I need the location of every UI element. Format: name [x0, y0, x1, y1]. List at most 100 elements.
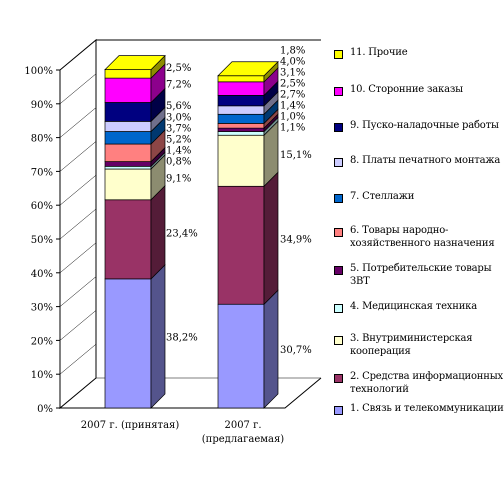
bar-front: [217, 94, 265, 107]
bar-front: [104, 77, 152, 103]
data-label: 1,8%: [280, 45, 305, 56]
bar-front: [217, 81, 265, 96]
data-label: 1,0%: [280, 111, 305, 122]
y-tick-depth-line: [59, 344, 97, 375]
bar-segment: [104, 184, 166, 280]
data-label: 5,6%: [166, 101, 191, 112]
legend-swatch: [334, 158, 343, 167]
y-tick-label: 100%: [24, 66, 53, 77]
bar-front: [104, 131, 152, 145]
y-tick-label: 0%: [37, 404, 53, 415]
bar-front: [104, 69, 152, 79]
data-label: 38,2%: [166, 332, 198, 343]
floor-edge: [60, 377, 322, 409]
y-tick-label: 70%: [31, 167, 53, 178]
legend-label: 6. Товары народно-хозяйственного назначе…: [350, 225, 495, 249]
bar-front: [217, 134, 265, 187]
bar-front: [104, 165, 152, 170]
y-tick-depth-line: [59, 107, 97, 138]
legend-swatch: [334, 228, 343, 237]
legend-item: 2. Средства информационных технологий: [334, 370, 504, 396]
bar-front: [104, 278, 152, 409]
y-tick-label: 50%: [31, 235, 53, 246]
legend-swatch: [334, 304, 343, 313]
bar-segment: [104, 264, 166, 409]
y-tick-depth-line: [59, 377, 97, 409]
legend-item: 11. Прочие: [334, 46, 504, 59]
legend-item: 3. Внутриминистерская кооперация: [334, 332, 504, 358]
bar-front: [104, 161, 152, 167]
data-label: 30,7%: [280, 345, 312, 356]
legend-label: 9. Пуско-наладочные работы: [350, 120, 499, 131]
data-label: 9,1%: [166, 173, 191, 184]
legend-label: 10. Сторонние заказы: [350, 84, 463, 95]
bar-segment: [104, 63, 166, 104]
y-axis-ticks: 0% 10% 20% 30% 40% 50% 60% 70% 80% 90% 100%: [24, 39, 97, 415]
legend-item: 10. Сторонние заказы: [334, 83, 504, 96]
data-label: 7,2%: [166, 79, 191, 90]
legend-item: 5. Потребительские товары ЗВТ: [334, 262, 504, 288]
legend-swatch: [334, 50, 343, 59]
bar-side: [150, 264, 166, 409]
legend-item: 8. Платы печатного монтажа: [334, 154, 504, 167]
x-category-label: 2007 г. (принятая): [81, 420, 180, 431]
legend-item: 4. Медицинская техника: [334, 300, 504, 313]
bar-front: [104, 168, 152, 201]
legend-swatch: [334, 194, 343, 203]
legend-label: 3. Внутриминистерская кооперация: [350, 333, 473, 357]
legend-label: 8. Платы печатного монтажа: [350, 155, 501, 166]
y-tick-depth-line: [59, 39, 97, 71]
legend-swatch: [334, 406, 343, 415]
bar-segment: [217, 289, 279, 409]
data-label: 2,5%: [280, 78, 305, 89]
y-tick-depth-line: [59, 73, 97, 104]
data-label: 0,8%: [166, 157, 191, 168]
data-label: 5,2%: [166, 135, 191, 146]
legend-swatch: [334, 336, 343, 345]
legend-label: 1. Связь и телекоммуникации: [350, 403, 504, 414]
data-label: 15,1%: [280, 150, 312, 161]
bar-side: [263, 289, 279, 409]
bar-side: [263, 171, 279, 306]
data-label: 1,4%: [280, 100, 305, 111]
legend-swatch: [334, 266, 343, 275]
bar-front: [217, 303, 265, 409]
data-label: 1,1%: [280, 122, 305, 133]
legend-swatch: [334, 87, 343, 96]
bar-segment: [217, 171, 279, 306]
legend-swatch: [334, 123, 343, 132]
data-label: 2,7%: [280, 89, 305, 100]
data-label: 4,0%: [280, 56, 305, 67]
x-category-label: 2007 г.: [224, 420, 261, 431]
data-label: 23,4%: [166, 228, 198, 239]
y-tick-depth-line: [59, 242, 97, 273]
y-tick-label: 40%: [31, 269, 53, 280]
legend-label: 4. Медицинская техника: [350, 301, 477, 312]
bar-front: [217, 127, 265, 132]
bar-front: [217, 123, 265, 129]
legend-label: 11. Прочие: [350, 47, 408, 58]
bar-front: [217, 75, 265, 83]
bar-front: [217, 131, 265, 136]
bar-front: [104, 199, 152, 280]
y-tick-depth-line: [59, 141, 97, 172]
bar-front: [104, 143, 152, 162]
data-label: 3,1%: [280, 67, 305, 78]
y-tick-depth-line: [59, 310, 97, 341]
bar-front: [217, 185, 265, 305]
legend-item: 9. Пуско-наладочные работы: [334, 119, 504, 132]
legend-item: 6. Товары народно-хозяйственного назначе…: [334, 224, 504, 250]
bar-segment: [104, 87, 166, 123]
y-tick-label: 10%: [31, 370, 53, 381]
y-tick-label: 20%: [31, 336, 53, 347]
bar-top: [104, 55, 166, 71]
bar-stacks: [104, 54, 279, 409]
legend-swatch: [334, 374, 343, 383]
legend-label: 2. Средства информационных технологий: [350, 371, 503, 395]
bar-front: [104, 121, 152, 132]
bar-front: [104, 102, 152, 122]
bar-segment: [217, 120, 279, 188]
data-label: 3,0%: [166, 113, 191, 124]
data-label: 34,9%: [280, 234, 312, 245]
